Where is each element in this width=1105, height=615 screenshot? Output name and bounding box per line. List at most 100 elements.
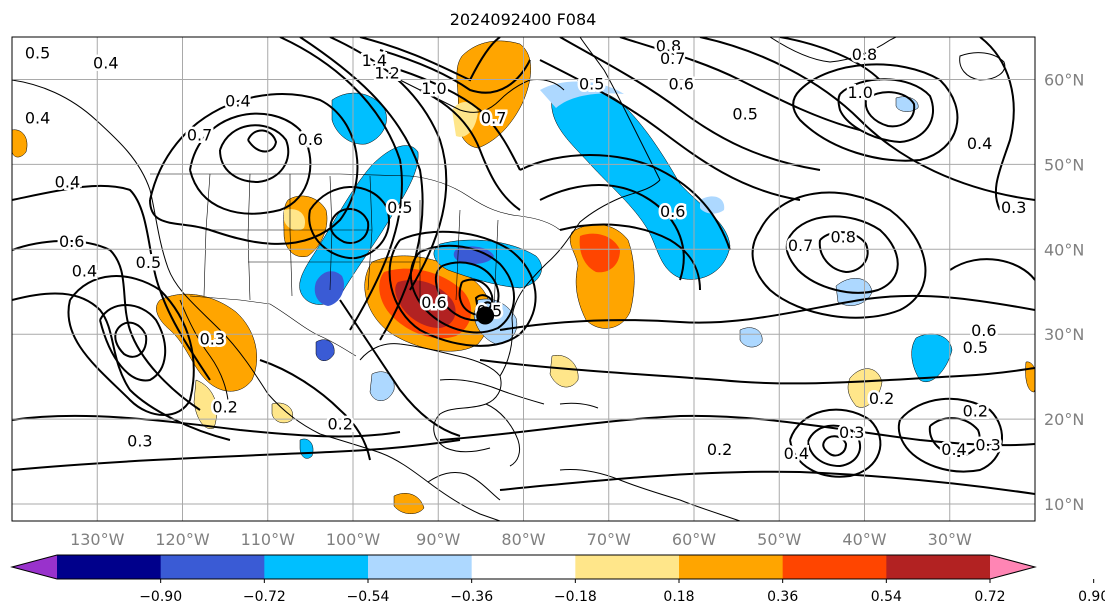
contour-label: 0.3 xyxy=(127,431,152,450)
contour-label: 0.6 xyxy=(298,130,323,149)
contour-plains-low-outer xyxy=(308,186,391,260)
contour-east-atlantic-low xyxy=(949,258,1035,281)
lat-tick-label: 20°N xyxy=(1044,410,1084,429)
shade-negative-south-greenland xyxy=(700,196,725,214)
coastline-hispaniola xyxy=(559,402,599,409)
contour-label: 0.6 xyxy=(668,75,693,94)
contour-label: 0.8 xyxy=(656,36,681,55)
shaded-anomaly-field xyxy=(12,40,1035,514)
contour-label: 1.4 xyxy=(362,51,387,70)
colorbar-bin xyxy=(57,555,162,579)
contour-pacific-trough xyxy=(12,414,401,438)
contour-label: 0.4 xyxy=(25,109,50,128)
coastline-gulf-of-mexico xyxy=(359,343,502,453)
contour-baja-loop-inner xyxy=(114,321,148,358)
shade-strong-negative-plains xyxy=(314,271,345,306)
shade-weak-negative-labrador xyxy=(540,81,624,108)
contour-subtropical-low-mid xyxy=(807,424,861,468)
contour-label: 0.3 xyxy=(975,436,1000,455)
contour-north-east-edge xyxy=(979,37,1015,211)
lat-tick-label: 60°N xyxy=(1044,70,1084,89)
contour-jet-2 xyxy=(299,37,424,341)
colorbar-bin xyxy=(264,555,369,579)
contour-label: 0.6 xyxy=(421,293,446,312)
us-mexico-border xyxy=(189,295,357,357)
colorbar-bin xyxy=(886,555,991,579)
contour-baja-loop-outer xyxy=(67,275,195,416)
contour-iceland-low-outer xyxy=(792,63,959,162)
contour-pacific-low-outer xyxy=(149,93,359,245)
state-line-9 xyxy=(455,209,461,301)
contour-plains-low-inner xyxy=(329,208,370,244)
contour-label: 0.2 xyxy=(869,389,894,408)
shade-weak-positive-pacific xyxy=(271,402,294,424)
contour-label: 0.4 xyxy=(784,444,809,463)
colorbar-tick-label: −0.18 xyxy=(554,589,597,605)
shade-strong-negative-ohio-valley xyxy=(453,246,494,264)
colorbar-bin xyxy=(368,555,473,579)
coastline-florida xyxy=(485,403,521,467)
contour-mid-atlantic-ridge-inner xyxy=(818,231,869,274)
state-line-10 xyxy=(493,219,499,311)
contour-label: 0.7 xyxy=(788,236,813,255)
contour-east-atlantic-tropical-inner xyxy=(928,417,981,458)
shade-very-strong-positive-southeast-us xyxy=(395,280,456,328)
lon-tick-label: 30°W xyxy=(928,530,972,549)
contour-pacific-low-core xyxy=(247,129,278,153)
contour-label: 0.2 xyxy=(212,397,237,416)
colorbar-tick-label: −0.90 xyxy=(139,589,182,605)
contour-mid-atlantic-ridge-outer xyxy=(751,191,927,319)
storm-center-marker xyxy=(476,306,495,325)
contour-label: 0.2 xyxy=(707,440,732,459)
shade-negative-labrador xyxy=(551,88,731,280)
contour-label: 0.5 xyxy=(25,43,50,62)
state-borders xyxy=(150,173,561,357)
contour-label: 0.4 xyxy=(55,172,80,191)
contour-jet-4 xyxy=(359,37,501,82)
colorbar-extend-high xyxy=(990,555,1035,579)
lon-tick-label: 120°W xyxy=(155,530,210,549)
colorbar-bin xyxy=(471,555,576,579)
coastline-north-america-west xyxy=(12,79,501,521)
contour-label: 0.7 xyxy=(187,126,212,145)
shade-weak-positive-caribbean xyxy=(549,354,579,388)
shade-negative-east-atlantic xyxy=(911,333,953,382)
contour-label: 1.2 xyxy=(374,64,399,83)
contour-subtropical-low-inner xyxy=(822,435,848,457)
latitude-tick-labels: 60°N 50°N 40°N 30°N 20°N 10°N xyxy=(1044,70,1084,514)
lon-tick-label: 40°W xyxy=(842,530,886,549)
colorbar-tick-label: 0.18 xyxy=(663,589,694,605)
contour-label: 0.2 xyxy=(327,414,352,433)
lon-tick-label: 60°W xyxy=(672,530,716,549)
colorbar-bin xyxy=(782,555,887,579)
shade-positive-pacific-edge xyxy=(12,129,28,158)
contour-label: 0.3 xyxy=(839,423,864,442)
coastline-iceland xyxy=(959,52,1006,81)
state-line-2 xyxy=(247,173,251,301)
colorbar: −0.90 −0.72 −0.54 −0.36 −0.18 0.18 0.36 0.54 0.7… xyxy=(10,554,1105,605)
contour-label: 0.6 xyxy=(59,232,84,251)
map-frame xyxy=(11,36,1036,522)
contour-west-coast-1 xyxy=(12,184,211,381)
contour-canada-east-3 xyxy=(619,37,861,131)
longitude-tick-labels: 130°W 120°W 110°W 100°W 90°W 80°W 70°W 60°W 50°W… xyxy=(70,530,972,549)
colorbar-bin xyxy=(679,555,784,579)
colorbar-tick-label: 0.72 xyxy=(974,589,1005,605)
contour-jet-1 xyxy=(279,37,403,331)
coastline-baja xyxy=(179,299,229,401)
contour-label: 0.8 xyxy=(852,45,877,64)
colorbar-bin xyxy=(575,555,680,579)
lon-tick-label: 130°W xyxy=(70,530,125,549)
map-title: 2024092400 F084 xyxy=(450,10,597,29)
map-panel: 0.5 0.4 1.41.2 1.0 0.7 0.4 0.7 0.6 0.4 0.4 0.6 0.4 0… xyxy=(11,36,1084,549)
contour-south-mid-1 xyxy=(259,359,371,461)
contour-south-mid-2 xyxy=(339,299,461,437)
graticule xyxy=(12,37,1035,521)
contour-label: 0.4 xyxy=(72,262,97,281)
shade-weak-negative-gulf xyxy=(369,371,395,401)
lon-tick-label: 90°W xyxy=(416,530,460,549)
contour-iceland-low-mid xyxy=(837,78,935,144)
colorbar-tick-label: −0.36 xyxy=(450,589,493,605)
contour-west-coast-2 xyxy=(12,239,201,411)
